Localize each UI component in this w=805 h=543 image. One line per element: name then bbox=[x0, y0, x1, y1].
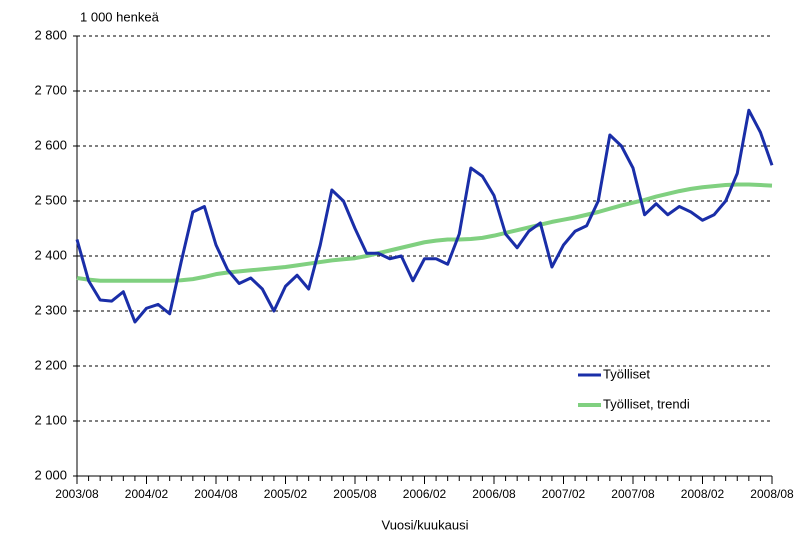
x-tick-label: 2004/02 bbox=[125, 487, 169, 501]
x-tick-label: 2006/02 bbox=[403, 487, 447, 501]
x-axis-title: Vuosi/kuukausi bbox=[382, 517, 469, 532]
x-tick-label: 2007/02 bbox=[542, 487, 586, 501]
y-axis-title: 1 000 henkeä bbox=[80, 9, 160, 24]
y-tick-label: 2 800 bbox=[34, 27, 67, 42]
y-tick-label: 2 300 bbox=[34, 302, 67, 317]
y-tick-label: 2 600 bbox=[34, 137, 67, 152]
y-tick-label: 2 700 bbox=[34, 82, 67, 97]
y-tick-label: 2 400 bbox=[34, 247, 67, 262]
x-tick-label: 2005/02 bbox=[264, 487, 308, 501]
y-tick-label: 2 100 bbox=[34, 412, 67, 427]
x-tick-label: 2008/08 bbox=[750, 487, 794, 501]
legend-label: Työlliset, trendi bbox=[603, 396, 690, 411]
x-tick-label: 2008/02 bbox=[681, 487, 725, 501]
y-tick-label: 2 500 bbox=[34, 192, 67, 207]
legend-label: Työlliset bbox=[603, 366, 650, 381]
x-tick-label: 2004/08 bbox=[194, 487, 238, 501]
series-line bbox=[75, 108, 774, 324]
x-tick-label: 2006/08 bbox=[472, 487, 516, 501]
x-tick-label: 2003/08 bbox=[55, 487, 99, 501]
y-tick-label: 2 200 bbox=[34, 357, 67, 372]
x-tick-label: 2005/08 bbox=[333, 487, 377, 501]
x-tick-label: 2007/08 bbox=[611, 487, 655, 501]
series-line bbox=[76, 182, 773, 283]
y-tick-label: 2 000 bbox=[34, 467, 67, 482]
